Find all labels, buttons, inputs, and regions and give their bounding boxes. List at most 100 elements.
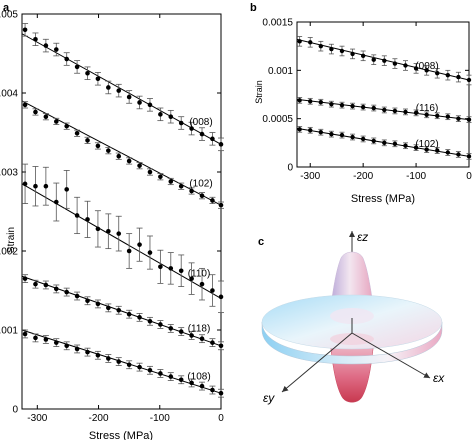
data-point [168,326,174,331]
data-point [413,66,419,71]
data-point [178,377,184,383]
data-point [147,169,153,175]
data-point [466,77,472,83]
data-point [74,64,80,70]
data-point [126,362,132,368]
data-point [189,276,194,281]
data-point [218,343,224,349]
series-label: (108) [187,372,210,383]
surface-disc-rim [261,321,443,365]
data-point [445,150,451,155]
data-point [456,116,461,121]
data-point [43,337,49,342]
data-point [64,343,69,349]
data-point [85,70,90,76]
data-point [210,387,215,393]
data-point [64,187,69,192]
data-point [33,183,38,189]
panel-b-x-axis-label: Stress (MPa) [351,193,415,205]
series-label: (008) [189,117,212,128]
data-point [308,99,313,104]
data-point [339,48,345,54]
panel-a-series-110: (110) [21,163,224,314]
data-point [403,63,408,68]
data-point [158,112,163,117]
data-point [22,181,28,187]
surface-bottom-lobe [329,339,375,403]
data-point [189,333,194,338]
surface-top-lobe-base [330,308,374,324]
data-point [106,148,111,153]
x-axis-label: εx [433,371,445,385]
data-point [43,183,49,189]
data-point [382,58,387,63]
data-point [137,163,142,168]
data-point [85,217,90,222]
panel-label-c: c [258,236,264,248]
fit-line [21,329,222,394]
data-point [74,293,80,299]
data-point [158,322,163,327]
data-point [339,132,345,138]
panel-b-y-tick-label: 0 [287,163,293,174]
panel-c-surface: c εz εy εx [258,230,445,405]
data-point [297,39,302,44]
data-point [318,130,324,135]
data-point [64,289,69,295]
panel-a-x-axis-label: Stress (MPa) [89,430,153,440]
series-label: (102) [415,139,438,150]
data-point [382,140,387,146]
panel-b-x-tick-label: -200 [353,171,373,182]
panel-b-series: (008) (116) (102) [296,36,472,160]
data-point [64,56,69,62]
data-point [371,57,376,62]
data-point [308,40,313,45]
panel-a-x-axis: -300 -200 -100 0 [27,14,224,424]
data-point [189,188,194,194]
panel-a-x-tick-label: -300 [27,413,47,424]
data-point [22,331,28,337]
data-point [22,102,28,108]
data-point [199,131,205,137]
panel-a-chart: a 0 -0.001 -0.002 -0.003 -0.004 -0.005 -300 -2… [0,2,224,440]
panel-b-x-tick-label: -300 [300,171,320,182]
data-point [22,276,28,281]
panel-a-x-tick-label: 0 [218,413,224,424]
data-point [178,329,184,334]
panel-b-series-008: (008) [296,36,472,86]
data-point [210,288,215,293]
panel-b-x-tick-label: 0 [466,171,472,182]
data-point [74,213,80,218]
data-point [178,120,184,126]
panel-a-y-axis-label: Strain [6,227,17,253]
data-point [308,128,313,133]
data-point [297,127,302,132]
data-point [158,174,163,180]
data-point [178,268,184,274]
data-point [218,142,224,147]
data-point [445,72,451,78]
panel-b-y-tick-label: 0.0005 [262,114,293,125]
data-point [445,114,451,119]
data-point [297,98,302,103]
data-point [218,202,224,208]
data-point [424,112,429,118]
data-point [456,74,461,80]
data-point [43,114,49,119]
data-point [85,138,90,143]
data-point [392,141,398,146]
data-point [318,43,324,49]
data-point [106,356,111,361]
data-point [199,383,205,389]
data-point [33,335,38,341]
data-point [137,100,142,105]
data-point [158,264,163,270]
data-point [424,147,429,152]
data-point [413,110,419,116]
data-point [466,154,472,159]
data-point [218,390,224,396]
data-point [329,131,334,137]
panel-a-y-tick-label: -0.002 [0,247,18,258]
panel-a-y-tick-label: -0.005 [0,10,18,21]
